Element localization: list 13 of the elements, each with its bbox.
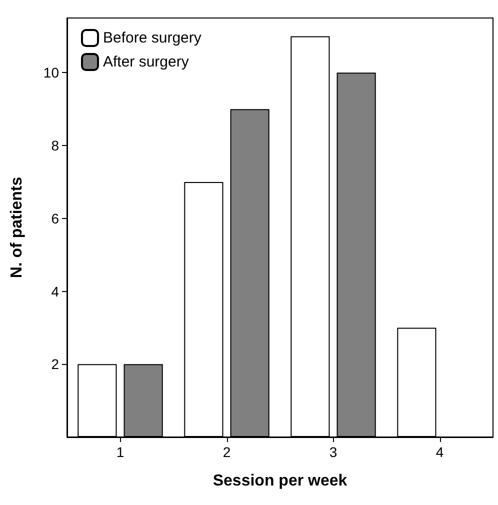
x-axis-title: Session per week — [212, 472, 348, 490]
x-tick-label: 2 — [222, 444, 231, 460]
legend-label: Before surgery — [103, 30, 202, 46]
x-tick-label: 3 — [329, 444, 338, 460]
y-tick-label: 2 — [51, 356, 60, 372]
y-tick-label: 10 — [43, 64, 60, 81]
x-tick-label: 1 — [116, 444, 124, 460]
y-tick-label: 6 — [51, 210, 60, 226]
y-tick-label: 4 — [51, 283, 60, 300]
x-tick-label: 4 — [436, 444, 444, 460]
legend-label: After surgery — [103, 54, 190, 70]
y-tick-label: 8 — [51, 138, 60, 154]
y-axis-title: N. of patients — [8, 176, 26, 278]
